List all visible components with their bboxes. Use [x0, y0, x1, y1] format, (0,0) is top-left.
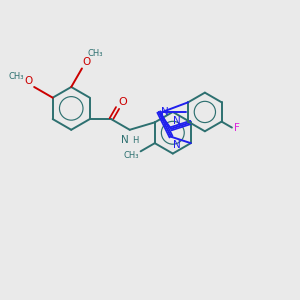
Text: N: N — [122, 135, 129, 145]
Text: CH₃: CH₃ — [87, 49, 103, 58]
Text: O: O — [82, 57, 91, 67]
Text: N: N — [172, 140, 180, 150]
Text: CH₃: CH₃ — [8, 72, 24, 81]
Text: N: N — [161, 107, 169, 117]
Text: CH₃: CH₃ — [124, 151, 140, 160]
Text: O: O — [119, 97, 128, 107]
Text: N: N — [172, 116, 180, 126]
Text: O: O — [25, 76, 33, 85]
Text: H: H — [132, 136, 139, 145]
Text: F: F — [234, 123, 240, 133]
